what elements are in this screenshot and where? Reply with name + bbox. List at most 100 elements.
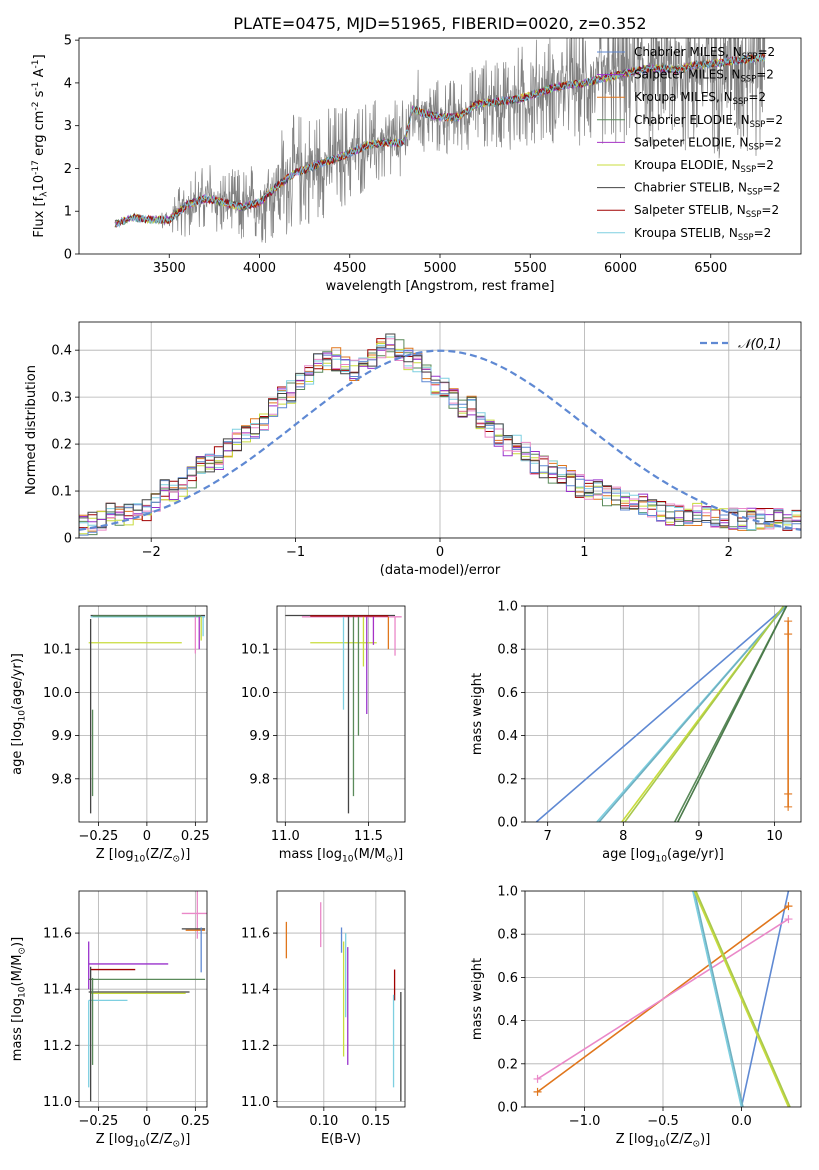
axes-frame: [78, 37, 802, 255]
axes-residuals: −2 −1 0 1 2 0 0.1 0.2 0.3 0.4 (data-model)/error No…: [24, 321, 802, 578]
errorbar-marker: [784, 617, 793, 626]
legend-entry: Salpeter MILES, NSSP​=2: [634, 68, 774, 84]
y-tick-label: 11.4: [43, 983, 72, 998]
weight-line-4: [624, 606, 785, 822]
weight-line-6: [695, 891, 791, 1107]
y-tick-label: 0.4: [497, 729, 518, 744]
x-tick-label: 4000: [243, 261, 276, 276]
y-tick-label: 0.2: [497, 772, 518, 787]
x-tick-label: 0: [436, 545, 444, 560]
y-tick-label: 11.6: [43, 927, 72, 942]
weight-marker: [533, 1074, 542, 1083]
axes-frame: [276, 605, 406, 823]
axes-massweight_vs_Z: −1.0 −0.5 0.0 0.0 0.2 0.4 0.6 0.8 1.0 Z [log10​(Z…: [470, 885, 802, 1149]
spectrum-legend: Chabrier MILES, NSSP​=2 Salpeter MILES, N…: [597, 45, 783, 242]
y-axis-label: age [log10​(age/yr)]: [10, 653, 27, 775]
x-axis-label: mass [log10​(M/M⊙​)]: [279, 847, 403, 864]
y-tick-label: 11.0: [241, 1095, 270, 1110]
y-tick-label: 0.2: [497, 1057, 518, 1072]
y-tick-label: 0.6: [497, 971, 518, 986]
axes-age_vs_Z: −0.25 0 0.25 9.8 9.9 10.0 10.1 Z [log10​(Z/Z⊙​)…: [10, 605, 210, 864]
y-tick-label: 2: [64, 162, 72, 177]
y-tick-label: 0.4: [497, 1014, 518, 1029]
spectrum-data-line: [114, 38, 766, 243]
y-tick-label: 11.2: [241, 1039, 270, 1054]
y-tick-label: 11.4: [241, 983, 270, 998]
x-axis-label: age [log10​(age/yr)]: [602, 847, 724, 864]
y-tick-label: 0.8: [497, 928, 518, 943]
x-tick-label: 0.25: [181, 1114, 210, 1129]
y-tick-label: 10.0: [241, 686, 270, 701]
errorbar-marker: [784, 789, 793, 798]
y-tick-label: 11.0: [43, 1095, 72, 1110]
axes-age_vs_mass: 11.0 11.5 9.8 9.9 10.0 10.1 mass [log10​(M/M⊙​…: [241, 605, 406, 864]
axes-frame: [78, 321, 802, 539]
legend-entry: Salpeter STELIB, NSSP​=2: [634, 203, 779, 219]
x-tick-label: 10: [766, 829, 783, 844]
y-tick-label: 0: [64, 248, 72, 263]
x-axis-label: Z [log10​(Z/Z⊙​)]: [96, 1132, 191, 1149]
y-tick-label: 1.0: [497, 885, 518, 900]
weight-line-4: [693, 891, 744, 1107]
y-axis-label: Flux [fλ​10-17​ erg cm-2​ s-1​ A-1​]: [31, 54, 50, 237]
y-tick-label: 10.1: [43, 643, 72, 658]
y-tick-label: 9.8: [249, 772, 270, 787]
y-tick-label: 0.0: [497, 816, 518, 831]
y-axis-label: mass [log10​(M/M⊙​)]: [10, 937, 27, 1061]
y-tick-label: 9.8: [51, 772, 72, 787]
histogram-step-8: [79, 333, 801, 538]
weight-marker: [784, 915, 793, 924]
x-axis-label: wavelength [Angstrom, rest frame]: [326, 279, 555, 294]
legend-entry: Kroupa ELODIE, NSSP​=2: [634, 158, 774, 174]
x-tick-label: 11.0: [271, 829, 300, 844]
axes-frame: [524, 890, 802, 1108]
y-tick-label: 0.2: [51, 438, 72, 453]
axes-mass_vs_Z: −0.25 0 0.25 11.0 11.2 11.4 11.6 Z [log10​(Z/Z⊙…: [10, 890, 210, 1149]
y-tick-label: 0: [64, 532, 72, 547]
x-tick-label: 0.10: [309, 1114, 338, 1129]
axes-frame: [524, 605, 802, 823]
legend-entry: Chabrier ELODIE, NSSP​=2: [634, 113, 783, 129]
y-tick-label: 9.9: [51, 729, 72, 744]
y-tick-label: 3: [64, 119, 72, 134]
x-tick-label: 5500: [514, 261, 547, 276]
y-tick-label: 10.1: [241, 643, 270, 658]
gaussian-curve: [79, 349, 801, 531]
errorbar-marker: [784, 802, 793, 811]
weight-line-6: [677, 606, 788, 822]
plot-area-spectrum: [114, 38, 766, 243]
y-tick-label: 5: [64, 34, 72, 49]
y-tick-label: 10.0: [43, 686, 72, 701]
legend-entry: Kroupa STELIB, NSSP​=2: [634, 226, 771, 242]
x-axis-label: E(B-V): [321, 1132, 361, 1147]
x-axis-label: Z [log10​(Z/Z⊙​)]: [616, 1132, 711, 1149]
weight-line-2: [537, 918, 789, 1080]
axes-spectrum: 3500 4000 4500 5000 5500 6000 6500 0 1 2 3 4 5 wavele…: [31, 34, 802, 294]
y-tick-label: 0.3: [51, 391, 72, 406]
x-tick-label: 2: [725, 545, 733, 560]
errorbar-marker: [784, 630, 793, 639]
legend-entry: Chabrier STELIB, NSSP​=2: [634, 181, 780, 197]
x-tick-label: 6500: [694, 261, 727, 276]
weight-line-3: [692, 891, 743, 1107]
axes-frame: [78, 605, 208, 823]
x-tick-label: 0.25: [181, 829, 210, 844]
plot-area-mass_vs_EBV: [277, 891, 405, 1107]
x-tick-label: 5000: [423, 261, 456, 276]
x-tick-label: −0.25: [78, 829, 118, 844]
plot-area-mass_vs_Z: [79, 891, 207, 1107]
legend-entry: Kroupa MILES, NSSP​=2: [634, 90, 766, 106]
y-tick-label: 0.6: [497, 686, 518, 701]
y-axis-label: mass weight: [470, 673, 485, 755]
plot-area-age_vs_Z: [79, 606, 207, 822]
y-tick-label: 11.2: [43, 1039, 72, 1054]
axes-mass_vs_EBV: 0.10 0.15 11.0 11.2 11.4 11.6 E(B-V): [241, 890, 406, 1147]
weight-line-5: [693, 891, 790, 1107]
x-tick-label: 8: [619, 829, 627, 844]
legend-entry: 𝒩(0,1): [738, 337, 781, 352]
plot-area-massweight_vs_Z: [525, 891, 801, 1107]
x-tick-label: 7: [544, 829, 552, 844]
x-tick-label: 4500: [333, 261, 366, 276]
y-axis-label: mass weight: [470, 958, 485, 1040]
axes-massweight_vs_age: 7 8 9 10 0.0 0.2 0.4 0.6 0.8 1.0 age [log10​(age/y…: [470, 600, 802, 864]
